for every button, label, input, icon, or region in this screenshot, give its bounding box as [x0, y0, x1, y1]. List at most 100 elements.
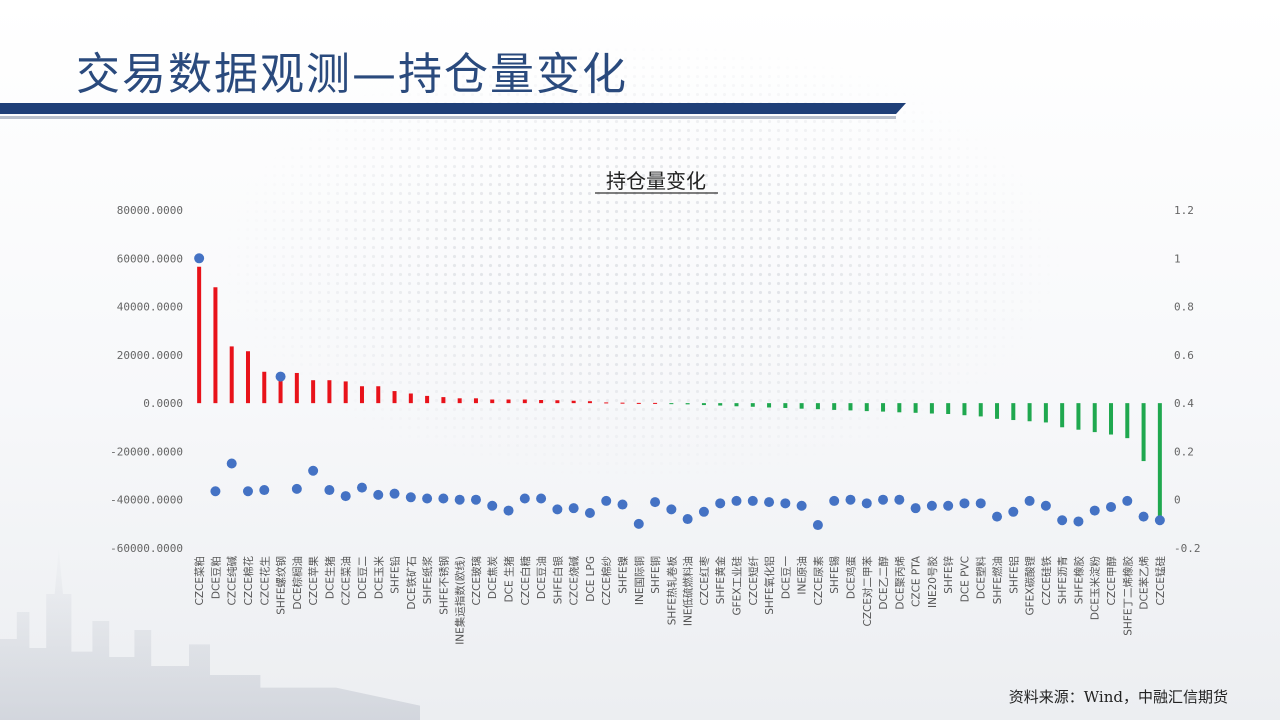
scatter-point	[617, 499, 628, 510]
bar	[832, 403, 837, 410]
bar	[278, 372, 283, 404]
y-right-tick-label: 1.2	[1174, 204, 1194, 217]
scatter-point	[650, 497, 661, 508]
x-tick-label: SHFE铝	[1007, 556, 1020, 594]
bar	[327, 380, 332, 404]
scatter-point	[959, 498, 970, 509]
bar	[1011, 403, 1016, 421]
x-tick-label: CZCE玻璃	[470, 556, 483, 606]
bar	[376, 386, 381, 404]
scatter-series	[194, 253, 1165, 531]
x-tick-label: SHFE锌	[942, 556, 955, 594]
x-tick-label: SHFE沥青	[1056, 556, 1069, 604]
scatter-point	[698, 506, 709, 517]
y-left-tick-label: 20000.0000	[117, 349, 183, 362]
scatter-point	[584, 507, 595, 518]
bar	[311, 380, 316, 404]
bar	[701, 403, 706, 406]
bar	[506, 399, 511, 404]
scatter-point	[291, 483, 302, 494]
header-divider-shadow	[0, 116, 896, 119]
y-left-tick-label: 80000.0000	[117, 204, 183, 217]
x-tick-label: SHFE白银	[551, 556, 564, 605]
scatter-point	[894, 494, 905, 505]
x-tick-label: DCE豆油	[535, 556, 548, 599]
x-tick-label: DCE 生猪	[503, 556, 516, 603]
x-tick-label: CZCE苹果	[307, 556, 320, 606]
x-tick-label: DCE生猪	[323, 556, 336, 600]
y-left-tick-label: 0.0000	[143, 397, 183, 410]
y-right-tick-label: 0.2	[1174, 445, 1194, 458]
scatter-point	[812, 520, 823, 531]
scatter-point	[747, 495, 758, 506]
x-tick-label: DCE焦炭	[486, 556, 499, 600]
x-tick-label: GFEX工业硅	[730, 556, 743, 616]
x-tick-label: CZCE硅铁	[1040, 556, 1053, 606]
scatter-point	[324, 485, 335, 496]
bar	[653, 402, 658, 404]
scatter-point	[422, 493, 433, 504]
scatter-point	[242, 486, 253, 497]
scatter-point	[764, 497, 775, 508]
bar	[262, 371, 267, 404]
scatter-point	[438, 493, 449, 504]
scatter-point	[1040, 500, 1051, 511]
x-tick-label: INE低硫燃料油	[682, 556, 695, 626]
x-tick-label: DCE豆二	[357, 556, 369, 599]
scatter-point	[519, 493, 530, 504]
bar	[1092, 403, 1097, 433]
bar	[1157, 403, 1162, 517]
bar	[555, 400, 560, 404]
x-tick-label: DCE鸡蛋	[844, 556, 857, 600]
x-tick-label: CZCE甲醇	[1105, 556, 1118, 606]
x-tick-label: INE原油	[796, 556, 809, 595]
y-left-tick-label: 40000.0000	[117, 301, 183, 314]
bar	[995, 403, 1000, 419]
x-tick-label: CZCE短纤	[747, 556, 760, 606]
y-right-tick-label: 0.8	[1174, 301, 1194, 314]
scatter-point	[503, 505, 514, 516]
x-axis-labels: CZCE菜粕 DCE豆粕 CZCE纯碱 CZCE棉花 CZCE花生 SHFE螺纹钢 DCE棕…	[193, 555, 1167, 645]
x-tick-label: INE国际铜	[634, 556, 646, 605]
bar	[408, 393, 413, 404]
x-tick-label: SHFE热轧卷板	[665, 556, 678, 626]
bar	[734, 403, 739, 407]
x-tick-label: SHFE燃油	[991, 556, 1004, 604]
scatter-point	[633, 518, 644, 529]
bar	[685, 403, 690, 405]
x-tick-label: DCE铁矿石	[405, 556, 418, 610]
scatter-point	[226, 458, 237, 469]
scatter-point	[552, 504, 563, 515]
bar	[962, 403, 967, 416]
x-tick-label: SHFE氧化铝	[763, 556, 776, 615]
bar	[1027, 403, 1032, 422]
scatter-point	[275, 371, 286, 382]
x-tick-label: CZCE尿素	[812, 556, 825, 606]
x-tick-label: DCE聚丙烯	[893, 556, 906, 610]
x-tick-label: INE集运指数(欧线)	[454, 556, 467, 645]
x-tick-label: SHFE铜	[650, 556, 662, 594]
scatter-point	[926, 500, 937, 511]
scatter-point	[194, 253, 205, 264]
bar	[929, 403, 934, 414]
scatter-point	[487, 500, 498, 511]
scatter-point	[845, 494, 856, 505]
scatter-point	[910, 503, 921, 514]
scatter-point	[878, 494, 889, 505]
bar	[539, 400, 544, 404]
y-left-tick-label: 60000.0000	[117, 252, 183, 265]
x-tick-label: DCE棕榈油	[291, 556, 304, 610]
scatter-point	[308, 465, 319, 476]
scatter-point	[666, 504, 677, 515]
x-tick-label: CZCE纯碱	[226, 556, 239, 606]
bar	[197, 266, 202, 404]
bar	[392, 391, 397, 404]
x-tick-label: DCE苯乙烯	[1138, 556, 1151, 610]
x-tick-label: SHFE丁二烯橡胶	[1121, 556, 1134, 636]
scatter-point	[1122, 495, 1133, 506]
scatter-point	[405, 492, 416, 503]
x-tick-label: INE20号胶	[926, 556, 939, 608]
bar	[767, 403, 772, 408]
y-left-tick-label: -60000.0000	[110, 542, 183, 555]
